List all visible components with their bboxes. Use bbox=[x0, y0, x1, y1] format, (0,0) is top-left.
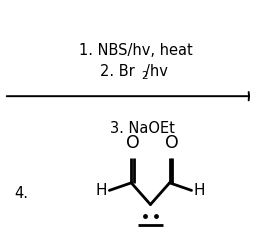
Text: H: H bbox=[194, 183, 205, 198]
Text: O: O bbox=[165, 134, 178, 152]
Text: 2. Br: 2. Br bbox=[100, 64, 135, 79]
Text: 1. NBS/hv, heat: 1. NBS/hv, heat bbox=[79, 43, 193, 58]
Text: /hv: /hv bbox=[145, 64, 168, 79]
Text: 3. NaOEt: 3. NaOEt bbox=[110, 121, 175, 136]
Text: 2: 2 bbox=[141, 71, 148, 81]
Text: O: O bbox=[126, 134, 140, 152]
Text: H: H bbox=[96, 183, 107, 198]
Text: 4.: 4. bbox=[14, 186, 28, 201]
